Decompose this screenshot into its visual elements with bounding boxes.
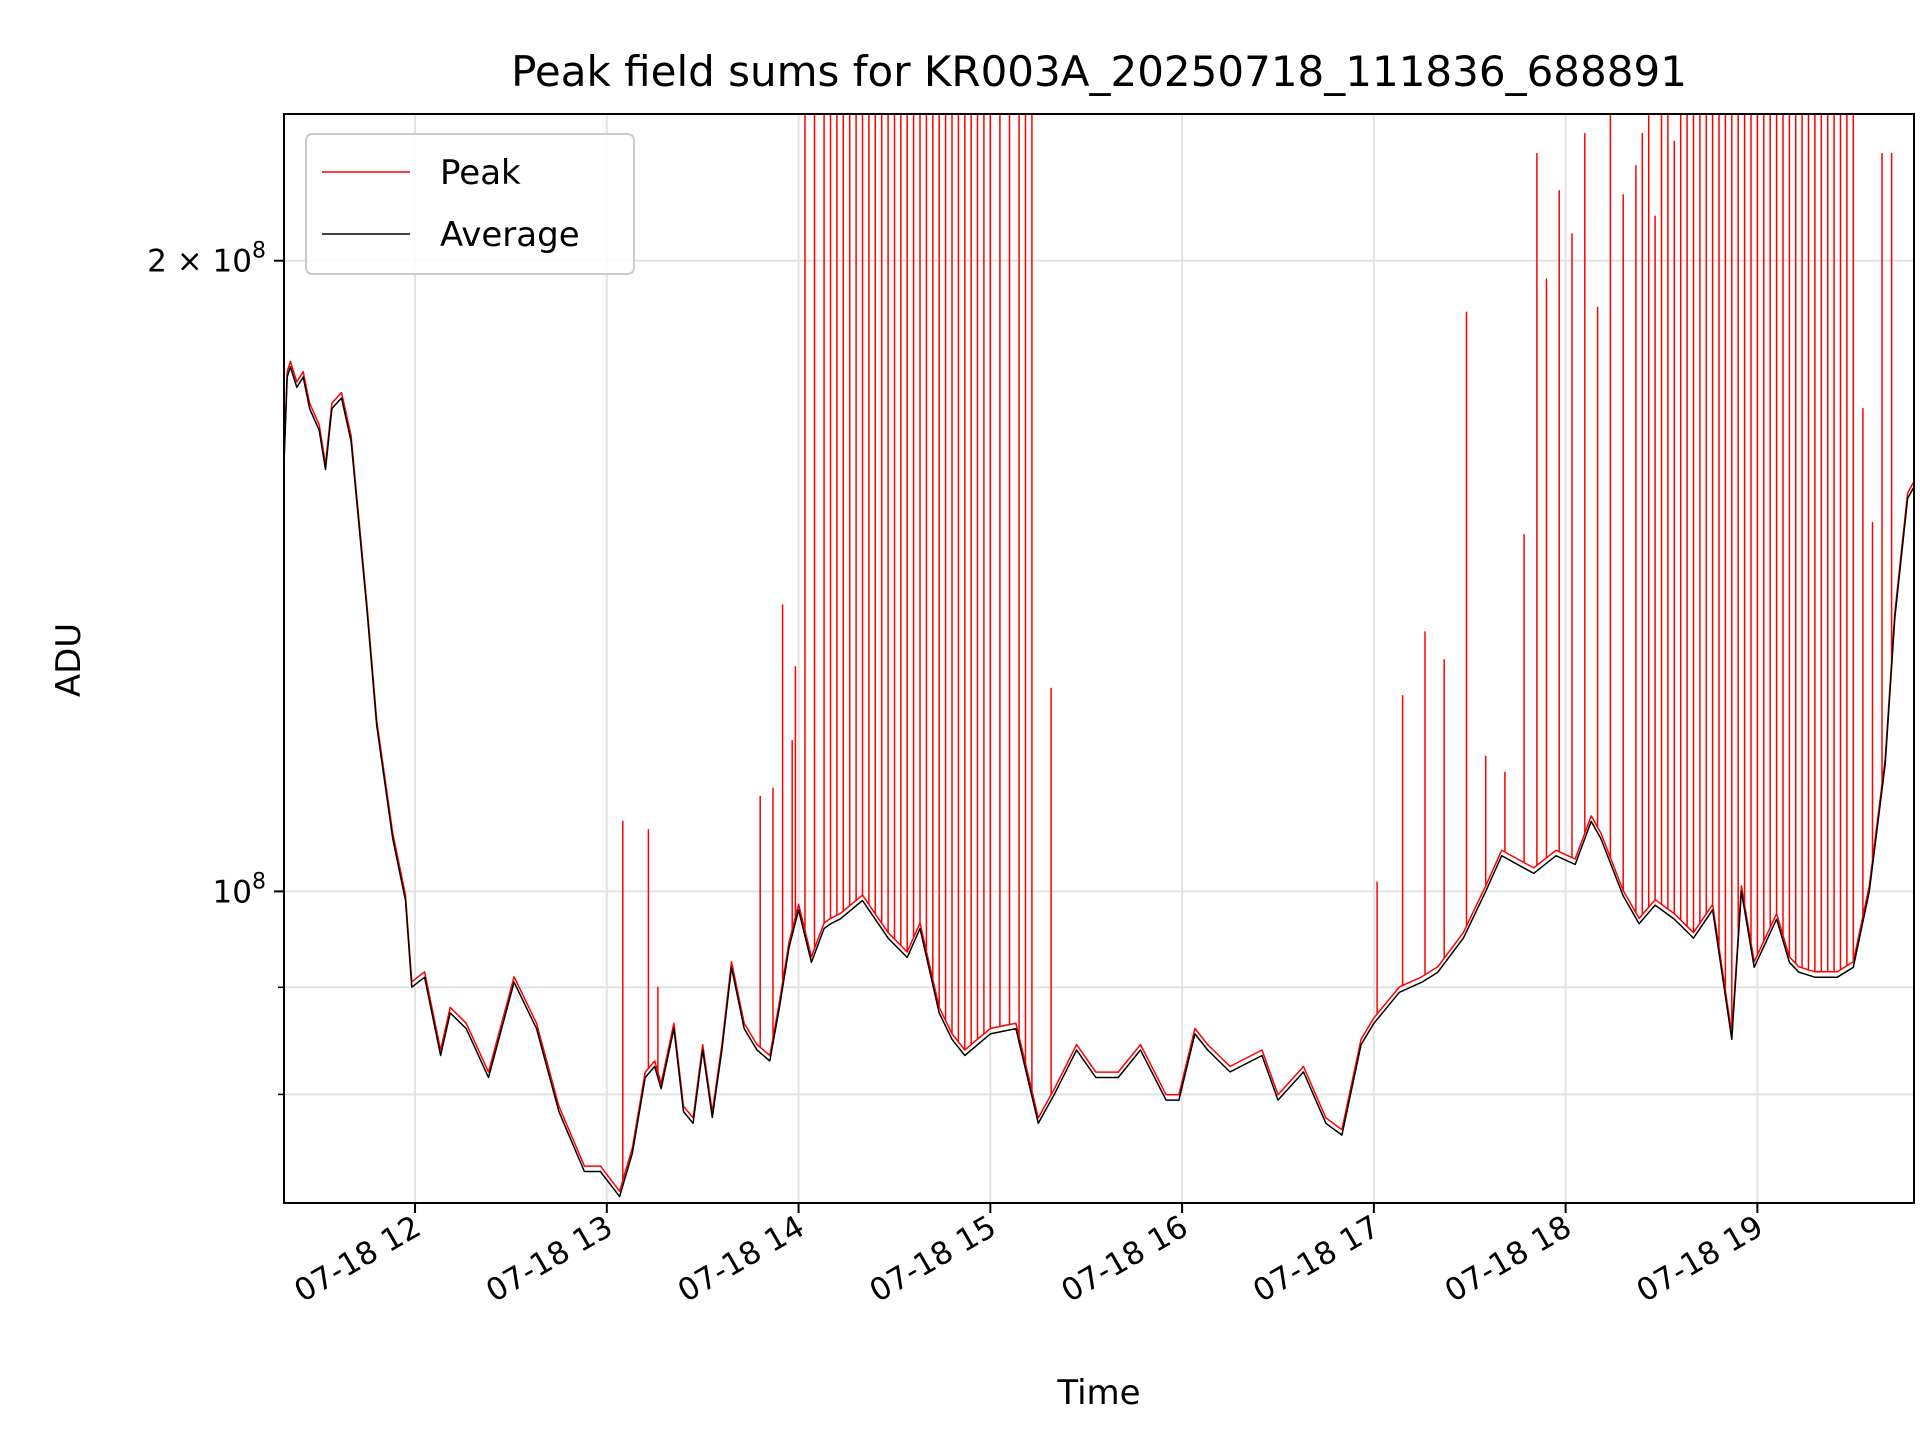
legend: Peak Average	[305, 133, 635, 275]
series-layer	[284, 114, 1914, 1198]
legend-peak-label: Peak	[440, 153, 521, 193]
average-series-line	[284, 366, 1914, 1198]
y-axis-title: ADU	[49, 623, 89, 697]
legend-box	[305, 133, 635, 275]
peak-series-line	[284, 114, 1914, 1192]
chart-title: Peak field sums for KR003A_20250718_1118…	[511, 47, 1687, 96]
legend-average-label: Average	[440, 215, 580, 255]
y-tick-label: 2 × 108	[147, 239, 266, 280]
y-tick-label: 108	[213, 869, 266, 910]
x-axis-title: Time	[1056, 1373, 1140, 1413]
plot-frame	[283, 113, 1915, 1204]
